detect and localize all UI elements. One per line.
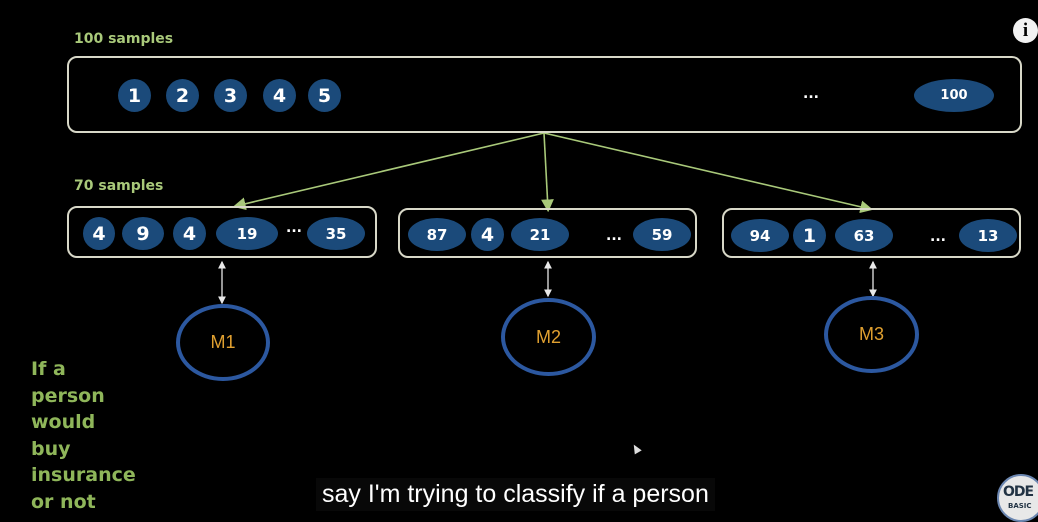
sample-bubble: 4 (263, 79, 296, 112)
sample-bubble: 87 (408, 218, 466, 251)
side-question-text: If a person would buy insurance or not (31, 356, 136, 515)
arrow-to-subset-1 (232, 132, 545, 211)
ellipsis: ... (606, 228, 622, 244)
ellipsis: ... (286, 220, 302, 236)
sample-bubble-last: 13 (959, 219, 1017, 252)
sample-bubble: 2 (166, 79, 199, 112)
sample-bubble-last: 100 (914, 79, 994, 112)
sample-bubble: 94 (731, 219, 789, 252)
channel-logo: ODE BASIC (997, 474, 1038, 522)
side-text-line: If a (31, 358, 66, 380)
subset-box-3 (722, 208, 1021, 258)
arrow-to-subset-3 (543, 132, 874, 214)
full-dataset-box (67, 56, 1022, 133)
side-text-line: or not (31, 490, 96, 513)
subset-box-2 (398, 208, 697, 258)
arrow-to-subset-2 (541, 132, 554, 213)
subset-label: 70 samples (74, 178, 164, 194)
side-text-line: buy (31, 437, 71, 460)
sample-bubble-last: 59 (633, 218, 691, 251)
sample-bubble: 4 (173, 217, 206, 250)
side-text-line: person (31, 384, 105, 407)
logo-subtext: BASIC (1008, 502, 1032, 510)
ellipsis: ... (930, 229, 946, 245)
sample-bubble: 4 (83, 217, 115, 250)
sample-bubble: 19 (216, 217, 278, 250)
sample-bubble-last: 35 (307, 217, 365, 250)
sample-bubble: 9 (122, 217, 164, 250)
subset-box-1 (67, 206, 377, 258)
side-text-line: insurance (31, 464, 136, 486)
sample-bubble: 3 (214, 79, 247, 112)
model-m3: M3 (824, 296, 919, 373)
info-button[interactable]: i (1013, 18, 1038, 43)
sample-bubble: 63 (835, 219, 893, 252)
sample-bubble: 4 (471, 218, 504, 251)
sample-bubble: 21 (511, 218, 569, 251)
sample-bubble: 5 (308, 79, 341, 112)
logo-text: ODE (1003, 484, 1034, 500)
sample-bubble: 1 (793, 219, 826, 252)
subtitle-caption: say I'm trying to classify if a person (316, 478, 715, 511)
mouse-cursor-icon (630, 442, 642, 455)
model-m2: M2 (501, 298, 596, 376)
sample-bubble: 1 (118, 79, 151, 112)
dataset-label: 100 samples (74, 31, 174, 47)
side-text-line: would (31, 411, 96, 433)
info-icon: i (1022, 19, 1029, 41)
model-m1: M1 (176, 304, 270, 381)
ellipsis: ... (803, 86, 819, 102)
